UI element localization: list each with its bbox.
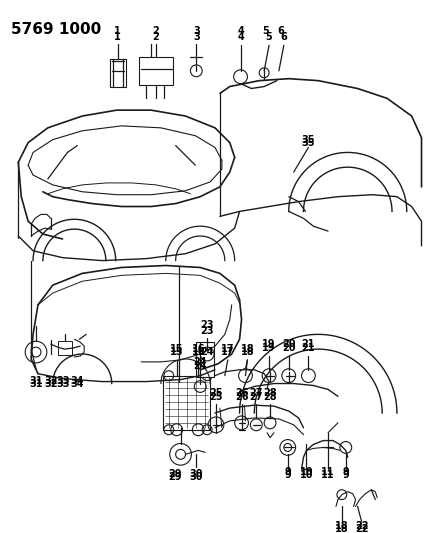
- Text: 18: 18: [241, 344, 254, 354]
- Text: 34: 34: [70, 376, 84, 385]
- Text: 34: 34: [70, 378, 84, 389]
- FancyBboxPatch shape: [139, 57, 173, 85]
- Text: 19: 19: [262, 343, 276, 353]
- Text: 24: 24: [193, 361, 207, 371]
- Text: 2: 2: [153, 33, 159, 42]
- Text: 6: 6: [278, 27, 284, 36]
- Text: 18: 18: [335, 524, 349, 533]
- Text: 33: 33: [57, 378, 70, 389]
- Text: 3: 3: [193, 27, 199, 36]
- Text: 30: 30: [190, 472, 203, 482]
- FancyBboxPatch shape: [196, 342, 214, 377]
- Text: 23: 23: [200, 319, 214, 329]
- Text: 6: 6: [281, 33, 287, 42]
- Text: 33: 33: [57, 376, 70, 385]
- Text: 1: 1: [114, 27, 121, 36]
- FancyBboxPatch shape: [163, 376, 210, 430]
- Text: 27: 27: [250, 389, 263, 398]
- Text: 1: 1: [114, 33, 121, 42]
- Text: 23: 23: [200, 326, 214, 336]
- Text: 4: 4: [237, 27, 244, 36]
- Text: 25: 25: [209, 389, 223, 398]
- Text: 9: 9: [342, 467, 349, 477]
- Text: 11: 11: [321, 470, 335, 480]
- Text: 35: 35: [302, 138, 315, 148]
- Text: 31: 31: [29, 378, 43, 389]
- Text: 17: 17: [221, 347, 235, 357]
- Text: 32: 32: [44, 376, 57, 385]
- Text: 5: 5: [262, 27, 269, 36]
- Text: 15: 15: [170, 344, 183, 354]
- Text: 11: 11: [321, 467, 335, 477]
- Text: 5: 5: [266, 33, 272, 42]
- Text: 22: 22: [355, 521, 368, 531]
- Text: 21: 21: [302, 339, 315, 349]
- Text: 16: 16: [191, 347, 205, 357]
- Text: 29: 29: [168, 472, 181, 482]
- Text: 24: 24: [193, 357, 207, 367]
- Text: 3: 3: [193, 33, 199, 42]
- Text: 10: 10: [300, 467, 313, 477]
- Text: 20: 20: [282, 343, 296, 353]
- FancyBboxPatch shape: [57, 341, 73, 355]
- Text: 28: 28: [263, 392, 277, 402]
- Text: 29: 29: [168, 469, 181, 479]
- Text: 17: 17: [221, 344, 235, 354]
- Text: 4: 4: [237, 33, 244, 42]
- Text: 5769 1000: 5769 1000: [12, 22, 102, 37]
- Text: 27: 27: [250, 392, 263, 402]
- Text: 9: 9: [342, 470, 349, 480]
- Text: 32: 32: [44, 378, 57, 389]
- Text: 16: 16: [191, 344, 205, 354]
- Text: 28: 28: [263, 389, 277, 398]
- Text: 9: 9: [284, 470, 291, 480]
- Text: 22: 22: [355, 524, 368, 533]
- Text: 35: 35: [302, 135, 315, 144]
- Text: 18: 18: [335, 521, 349, 531]
- Text: 26: 26: [235, 392, 248, 402]
- Text: 15: 15: [170, 347, 183, 357]
- Text: 9: 9: [284, 467, 291, 477]
- Text: 25: 25: [209, 392, 223, 402]
- Text: 2: 2: [153, 27, 159, 36]
- Text: 21: 21: [302, 343, 315, 353]
- Text: 26: 26: [235, 389, 248, 398]
- Text: 20: 20: [282, 339, 296, 349]
- Text: 10: 10: [300, 470, 313, 480]
- Text: 24: 24: [200, 347, 214, 357]
- Text: 19: 19: [262, 339, 276, 349]
- FancyBboxPatch shape: [110, 59, 126, 86]
- Text: 30: 30: [190, 469, 203, 479]
- Text: 31: 31: [29, 376, 43, 385]
- Text: 18: 18: [241, 347, 254, 357]
